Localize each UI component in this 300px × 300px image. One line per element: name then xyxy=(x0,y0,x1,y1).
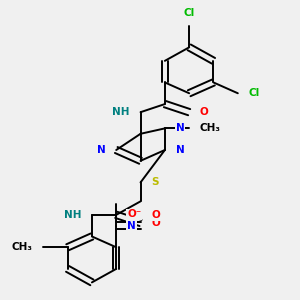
Text: Cl: Cl xyxy=(184,8,195,18)
Text: O: O xyxy=(200,107,209,117)
Text: CH₃: CH₃ xyxy=(200,123,221,134)
Text: NH: NH xyxy=(112,107,130,117)
Text: N: N xyxy=(127,221,136,231)
Text: CH₃: CH₃ xyxy=(11,242,32,252)
Text: N: N xyxy=(176,145,184,155)
Text: NH: NH xyxy=(64,210,81,220)
Text: S: S xyxy=(152,177,159,188)
Text: O: O xyxy=(152,210,160,220)
Text: O⁻: O⁻ xyxy=(127,209,141,219)
Text: O: O xyxy=(152,218,160,228)
Text: N: N xyxy=(176,123,184,134)
Text: Cl: Cl xyxy=(249,88,260,98)
Text: N: N xyxy=(97,145,105,155)
